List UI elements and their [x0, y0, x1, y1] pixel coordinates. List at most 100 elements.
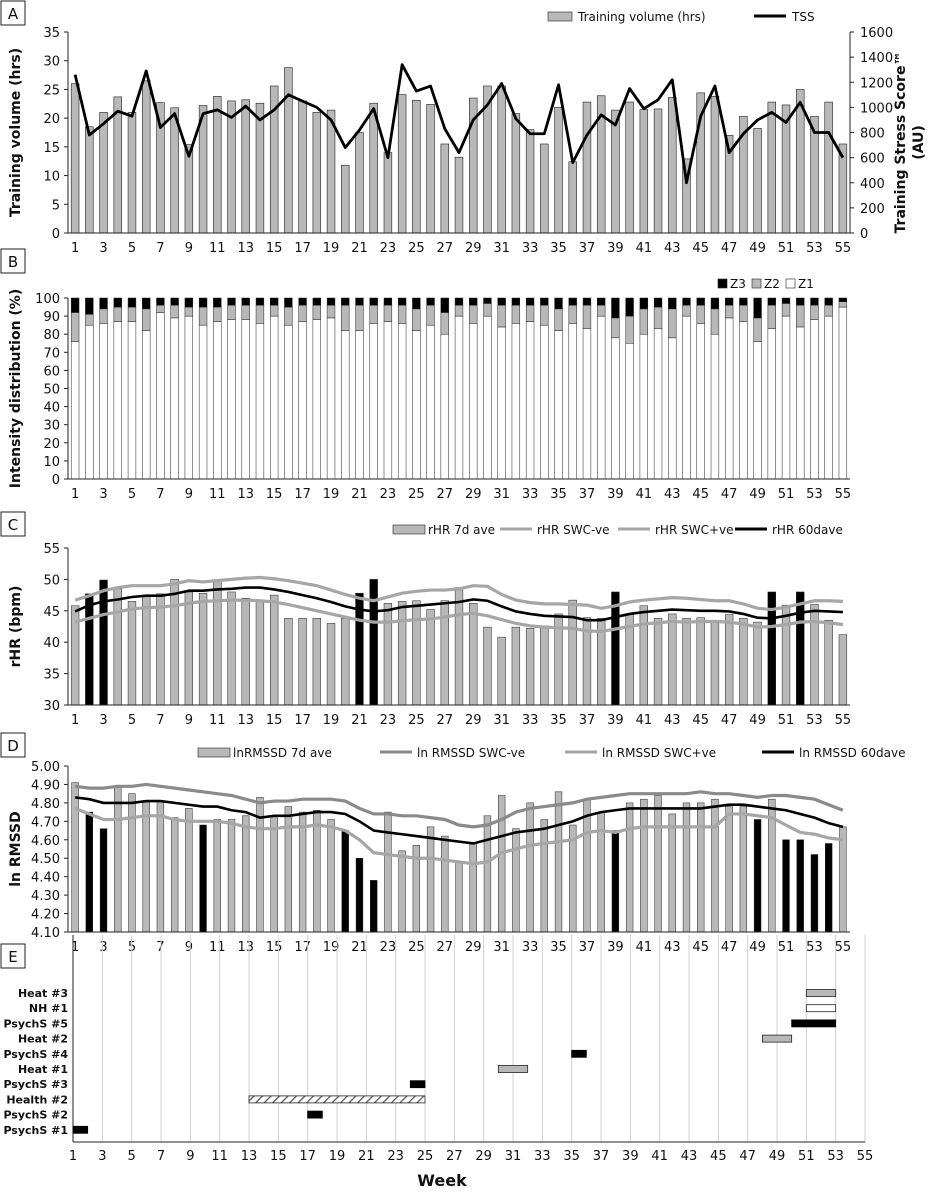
intensity-bar-z3 — [312, 297, 321, 306]
rmssd-bar — [469, 843, 477, 933]
b-x-tick-label: 55 — [835, 487, 852, 502]
a-x-tick-label: 55 — [835, 241, 852, 256]
c-x-tick-label: 5 — [128, 713, 136, 728]
e-x-tick-label: 13 — [241, 1149, 258, 1164]
rmssd-bar — [739, 806, 748, 933]
d-x-tick-label: 53 — [806, 940, 823, 955]
c-x-tick-label: 23 — [380, 713, 397, 728]
intensity-bar-z2 — [170, 304, 179, 319]
d-legend-label: lnRMSSD 7d ave — [233, 746, 332, 760]
a-x-tick-label: 7 — [156, 241, 164, 256]
c-x-tick-label: 3 — [99, 713, 107, 728]
rmssd-bar — [640, 798, 648, 933]
intensity-bar-z2 — [383, 304, 393, 322]
volume-bar — [497, 85, 506, 234]
b-x-tick-label: 35 — [550, 487, 567, 502]
a-x-tick-label: 13 — [237, 241, 254, 256]
d-x-tick-label: 41 — [636, 940, 653, 955]
rmssd-bar — [441, 835, 449, 933]
volume-bar — [710, 96, 720, 234]
intensity-bar-z2 — [625, 315, 634, 344]
volume-bar — [653, 108, 663, 234]
rhr-bar — [213, 579, 222, 706]
b-x-tick-label: 47 — [721, 487, 738, 502]
intensity-bar-z2 — [824, 304, 833, 317]
a-y-tick-label: 20 — [43, 112, 60, 127]
intensity-bar-z2 — [312, 304, 321, 320]
rhr-bar — [369, 579, 378, 706]
b-x-tick-label: 19 — [323, 487, 340, 502]
d-x-tick-label: 39 — [607, 940, 624, 955]
b-x-tick-label: 11 — [209, 487, 226, 502]
intensity-bar-z2 — [753, 317, 762, 342]
e-event-bar — [805, 989, 837, 997]
intensity-bar-z1 — [170, 317, 179, 480]
intensity-bar-z3 — [753, 297, 762, 319]
a-x-tick-label: 19 — [323, 241, 340, 256]
b-x-tick-label: 49 — [749, 487, 766, 502]
rhr-bar — [710, 619, 720, 706]
c-x-tick-label: 51 — [778, 713, 795, 728]
intensity-bar-z1 — [326, 317, 336, 480]
d-legend-label: ln RMSSD SWC+ve — [602, 746, 716, 760]
e-event-bar — [761, 1034, 793, 1043]
intensity-bar-z3 — [426, 297, 435, 306]
intensity-bar-z1 — [85, 324, 94, 480]
a-x-tick-label: 17 — [294, 241, 311, 256]
c-x-tick-label: 1 — [71, 713, 79, 728]
rmssd-bar — [625, 802, 634, 933]
e-x-tick-label: 17 — [299, 1149, 316, 1164]
intensity-bar-z2 — [582, 304, 592, 330]
volume-bar — [113, 96, 122, 234]
e-event-bar — [248, 1095, 426, 1104]
volume-bar — [284, 67, 293, 234]
intensity-bar-z1 — [781, 315, 791, 480]
intensity-bar-z2 — [213, 306, 222, 322]
rmssd-bar — [170, 817, 179, 933]
a-x-tick-label: 9 — [185, 241, 193, 256]
b-x-tick-label: 45 — [692, 487, 709, 502]
intensity-bar-z1 — [99, 323, 108, 480]
c-x-tick-label: 11 — [209, 713, 226, 728]
rmssd-bar — [142, 800, 150, 933]
intensity-bar-z2 — [284, 306, 293, 326]
intensity-bar-z3 — [838, 297, 848, 302]
c-x-tick-label: 35 — [550, 713, 567, 728]
rhr-bar — [454, 587, 464, 706]
rhr-bar — [810, 604, 819, 706]
c-x-tick-label: 33 — [522, 713, 539, 728]
intensity-bar-z3 — [99, 297, 108, 310]
a-y2-tick-label: 0 — [860, 227, 868, 242]
volume-bar — [568, 161, 577, 234]
a-y2-tick-label: 200 — [860, 202, 885, 217]
e-x-tick-label: 49 — [769, 1149, 786, 1164]
volume-bar — [426, 104, 435, 234]
intensity-bar-z1 — [383, 321, 393, 480]
d-x-tick-label: 25 — [408, 940, 425, 955]
intensity-bar-z3 — [440, 297, 449, 313]
rhr-bar — [781, 604, 791, 706]
c-y-tick-label: 40 — [43, 636, 60, 651]
volume-bar — [383, 152, 393, 234]
b-x-tick-label: 25 — [408, 487, 425, 502]
intensity-bar-z3 — [796, 297, 805, 306]
intensity-bar-z3 — [767, 297, 776, 306]
panel-label-D: D — [0, 732, 26, 758]
rhr-bar — [99, 579, 108, 706]
intensity-bar-z3 — [611, 297, 620, 319]
b-x-tick-label: 1 — [71, 487, 79, 502]
intensity-bar-z2 — [724, 304, 734, 319]
e-x-tick-label: 33 — [534, 1149, 551, 1164]
a-x-tick-label: 51 — [778, 241, 795, 256]
e-row-label: PsychS #1 — [3, 1124, 68, 1137]
intensity-bar-z1 — [412, 330, 421, 480]
intensity-bar-z1 — [355, 330, 364, 480]
intensity-bar-z1 — [540, 324, 549, 480]
d-x-tick-label: 15 — [266, 940, 283, 955]
rmssd-bar — [682, 802, 691, 933]
svg-text:C: C — [8, 516, 18, 534]
c-x-tick-label: 21 — [351, 713, 368, 728]
a-x-tick-label: 23 — [380, 241, 397, 256]
intensity-bar-z1 — [653, 328, 663, 480]
intensity-bar-z2 — [184, 306, 194, 317]
